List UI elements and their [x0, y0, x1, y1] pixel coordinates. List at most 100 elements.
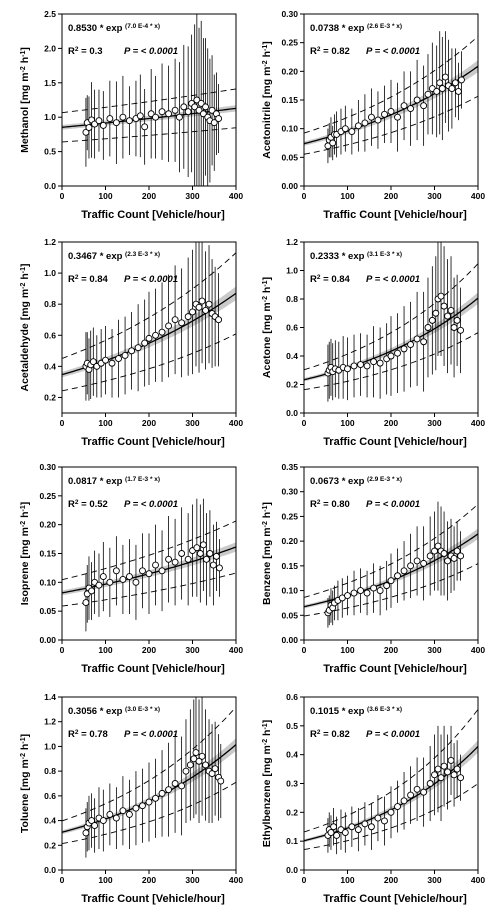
chart-panel-4: 0 100 200 300 400 0.0 0.2 0.4 0.6 0.8 1.0 1.2 Traffi… — [261, 237, 485, 448]
data-point — [217, 777, 225, 785]
y-tick-label: 1.0 — [286, 266, 298, 276]
x-axis-label: Traffic Count [Vehicle/hour] — [323, 663, 467, 675]
y-tick-label: 0.30 — [39, 462, 56, 472]
y-tick-label: 0.25 — [281, 38, 298, 48]
y-tick-label: 0.8 — [44, 766, 56, 776]
data-point — [182, 767, 190, 775]
p-value-annotation: P = < 0.0001 — [366, 274, 420, 285]
x-tick-label: 100 — [340, 191, 354, 201]
x-axis-label: Traffic Count [Vehicle/hour] — [81, 436, 225, 448]
x-tick-label: 400 — [229, 645, 243, 655]
equation-annotation: 0.1015 * exp (3.6 E-3 * x) — [310, 706, 402, 718]
data-point — [437, 774, 445, 782]
prediction-band-lower — [304, 783, 478, 850]
data-point — [121, 352, 129, 359]
data-point — [184, 313, 192, 321]
data-point — [383, 582, 391, 590]
data-point — [158, 108, 166, 116]
x-tick-label: 100 — [98, 645, 112, 655]
x-tick-label: 300 — [185, 191, 199, 201]
data-point — [192, 749, 200, 757]
data-point — [196, 550, 204, 557]
p-value-annotation: P = < 0.0001 — [366, 499, 420, 510]
data-point — [88, 587, 96, 595]
data-point — [426, 780, 434, 787]
data-point — [119, 807, 127, 815]
y-axis-label: Isoprene [mg m-2 h-1] — [19, 502, 31, 606]
confidence-band — [62, 286, 236, 378]
data-point — [367, 113, 375, 121]
x-axis-label: Traffic Count [Vehicle/hour] — [81, 893, 225, 905]
data-point — [141, 339, 149, 347]
data-point — [195, 303, 203, 311]
y-axis-label: Methanol [mg m-2 h-1] — [19, 47, 31, 153]
data-point — [394, 803, 401, 811]
x-tick-label: 200 — [142, 645, 156, 655]
chart-panel-2: 0 100 200 300 400 0.00 0.05 0.10 0.15 0.20 0.25 0.3… — [261, 9, 485, 221]
data-point — [82, 599, 90, 606]
data-point — [363, 589, 371, 597]
data-point — [152, 113, 159, 121]
data-point — [354, 122, 362, 130]
data-point — [420, 788, 428, 796]
prediction-band-lower — [304, 563, 478, 617]
data-point — [158, 789, 166, 797]
data-point — [125, 810, 133, 818]
data-point — [426, 552, 434, 560]
data-point — [440, 762, 448, 770]
y-tick-label: 1.2 — [286, 237, 298, 247]
data-point — [441, 73, 449, 81]
x-tick-label: 100 — [340, 418, 354, 428]
data-point — [370, 358, 378, 366]
y-axis-label: Benzene [mg m-2 h-1] — [261, 502, 273, 605]
data-point — [216, 564, 223, 572]
y-tick-label: 0.0 — [44, 865, 56, 875]
r-squared-annotation: R2 = 0.52 — [68, 499, 108, 511]
data-point — [333, 831, 341, 839]
data-point — [400, 102, 408, 110]
x-tick-label: 300 — [427, 875, 441, 885]
y-tick-label: 0.25 — [281, 511, 298, 521]
x-tick-label: 100 — [98, 875, 112, 885]
y-tick-label: 0.3 — [286, 779, 298, 789]
data-point — [132, 804, 140, 812]
y-tick-label: 0.05 — [281, 610, 298, 620]
data-point — [431, 547, 438, 555]
x-axis-label: Traffic Count [Vehicle/hour] — [323, 209, 467, 221]
p-value-annotation: P = < 0.0001 — [366, 729, 420, 740]
p-value-annotation: P = < 0.0001 — [124, 274, 178, 285]
p-value-annotation: P = < 0.0001 — [124, 499, 178, 510]
data-point — [211, 765, 219, 773]
data-point — [413, 96, 421, 104]
data-point — [95, 581, 103, 589]
y-tick-label: 0.20 — [39, 520, 56, 530]
plot-area — [62, 242, 236, 401]
plot-area — [62, 697, 236, 858]
y-tick-label: 1.4 — [44, 692, 56, 702]
y-tick-label: 0.35 — [281, 462, 298, 472]
data-point — [341, 125, 349, 133]
data-point — [165, 786, 173, 794]
data-point — [178, 319, 186, 327]
data-point — [186, 761, 194, 769]
y-tick-label: 0.4 — [44, 816, 56, 826]
plot-area — [304, 31, 478, 164]
y-tick-label: 2.0 — [44, 43, 56, 53]
data-point — [178, 782, 186, 790]
y-tick-label: 0.05 — [39, 606, 56, 616]
data-point — [145, 570, 153, 578]
data-point — [215, 316, 223, 324]
y-tick-label: 0.2 — [44, 392, 56, 402]
data-point — [175, 113, 183, 121]
y-tick-label: 0.2 — [286, 807, 298, 817]
data-point — [407, 105, 415, 113]
y-axis-label: Acetaldehyde [mg m-2 h-1] — [19, 263, 31, 391]
y-tick-label: 0.15 — [39, 549, 56, 559]
chart-panel-5: 0 100 200 300 400 0.00 0.05 0.10 0.15 0.20 0.25 0.3… — [19, 462, 243, 675]
r-squared-annotation: R2 = 0.82 — [310, 729, 350, 741]
x-tick-label: 200 — [142, 875, 156, 885]
data-point — [450, 771, 458, 779]
y-tick-label: 0.5 — [44, 147, 56, 157]
r-squared-annotation: R2 = 0.78 — [68, 729, 108, 741]
data-point — [420, 559, 428, 567]
